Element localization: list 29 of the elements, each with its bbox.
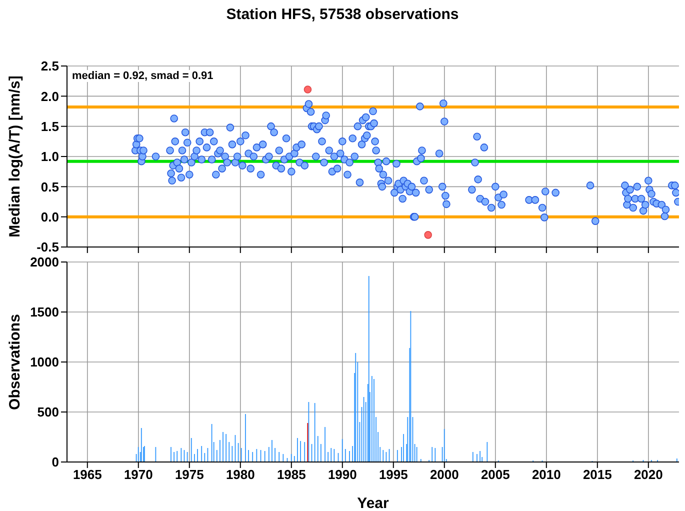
y-tick-label: 0	[52, 454, 59, 470]
x-tick-label: 1975	[174, 467, 204, 482]
y-tick-label: 1000	[30, 354, 59, 370]
annotation: median = 0.92, smad = 0.91	[72, 70, 214, 82]
y-tick-label: 2.0	[40, 88, 59, 104]
x-tick-label: 1965	[72, 467, 102, 482]
x-tick-label: 2010	[532, 467, 561, 482]
x-tick-label: 1985	[276, 467, 306, 482]
y-tick-label: 1500	[30, 304, 59, 320]
x-tick-label: 1995	[378, 467, 408, 482]
x-tick-label: 1990	[328, 467, 357, 482]
y-tick-label: 2000	[30, 254, 59, 270]
y-axis-title: Observations	[6, 314, 24, 410]
x-tick-label: 1970	[124, 467, 153, 482]
y-tick-label: -0.5	[36, 240, 59, 255]
y-tick-label: 500	[37, 404, 59, 420]
x-tick-label: 2020	[634, 467, 663, 482]
x-tick-label: 2000	[430, 467, 459, 482]
x-tick-label: 1980	[226, 467, 255, 482]
y-tick-label: 1.5	[40, 118, 59, 134]
y-tick-label: 0.0	[40, 209, 59, 224]
x-tick-label: 2015	[582, 467, 612, 482]
y-tick-label: 2.5	[40, 58, 59, 74]
y-tick-label: 0.5	[40, 179, 59, 194]
y-axis-title: Median log(A/T) [nm/s]	[6, 76, 24, 238]
chart-title: Station HFS, 57538 observations	[225, 6, 460, 23]
x-tick-label: 2005	[480, 467, 510, 482]
y-tick-label: 1.0	[40, 149, 59, 164]
x-axis-title: Year	[357, 495, 390, 511]
